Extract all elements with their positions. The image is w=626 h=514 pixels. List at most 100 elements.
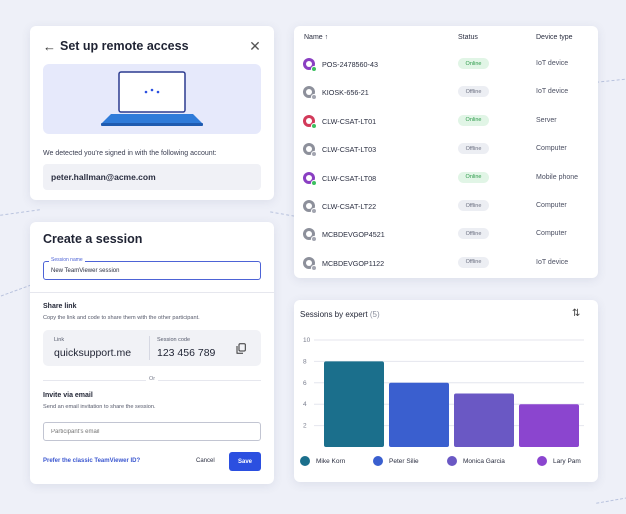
cancel-button[interactable]: Cancel xyxy=(196,458,215,464)
status-badge: Online xyxy=(458,58,489,69)
status-dot-icon xyxy=(311,179,317,186)
participant-email-input[interactable] xyxy=(43,422,261,441)
legend-swatch-icon xyxy=(373,456,383,466)
bar-monica-garcia[interactable] xyxy=(454,393,514,448)
or-separator: Or xyxy=(146,376,159,382)
device-type: Server xyxy=(536,116,557,124)
device-name: KIOSK-656-21 xyxy=(322,88,369,98)
link-value: quicksupport.me xyxy=(54,347,132,359)
y-tick-label: 4 xyxy=(303,401,307,408)
column-header-status[interactable]: Status xyxy=(458,34,478,41)
status-badge: Online xyxy=(458,171,489,183)
status-badge: Offline xyxy=(458,228,489,240)
legend-label: Peter Silie xyxy=(389,457,419,465)
device-type: Mobile phone xyxy=(536,173,579,181)
link-label: Link xyxy=(54,337,65,343)
session-code-label: Session code xyxy=(157,337,191,343)
background-line xyxy=(596,497,626,504)
laptop-icon xyxy=(101,71,203,126)
status-badge: Offline xyxy=(458,143,489,155)
create-session-card: Create a session Session name New TeamVi… xyxy=(30,222,274,484)
share-code-box: Link quicksupport.me Session code 123 45… xyxy=(43,330,261,366)
table-row[interactable]: CLW-CSAT-LT03 Offline Computer xyxy=(294,137,598,165)
device-name: CLW-CSAT-LT22 xyxy=(322,202,377,211)
table-row[interactable]: MCBDEVGOP1122 Offline IoT device xyxy=(294,251,598,279)
share-link-description: Copy the link and code to share them wit… xyxy=(43,315,200,321)
device-table: Name ↑ Status Device type POS-2478560-43… xyxy=(294,26,598,278)
table-row[interactable]: POS-2478560-43 Online IoT device xyxy=(294,52,598,80)
legend-label: Lary Pam xyxy=(553,457,581,465)
share-link-heading: Share link xyxy=(43,303,77,310)
column-header-type[interactable]: Device type xyxy=(536,34,573,41)
device-type: IoT device xyxy=(536,258,569,266)
device-type: IoT device xyxy=(536,88,569,96)
device-name: POS-2478560-43 xyxy=(322,60,378,69)
table-row[interactable]: KIOSK-656-21 Offline IoT device xyxy=(294,80,598,108)
status-dot-icon xyxy=(311,66,317,72)
device-type: IoT device xyxy=(536,60,569,67)
session-title: Create a session xyxy=(43,232,143,246)
bar-mike-korn[interactable] xyxy=(324,361,384,447)
column-header-name[interactable]: Name ↑ xyxy=(304,34,329,41)
legend-swatch-icon xyxy=(537,456,547,466)
status-badge: Offline xyxy=(458,200,489,211)
sessions-chart-card: Sessions by expert (5) ⇅ 2 4 6 8 10 Mike Kor… xyxy=(294,300,598,482)
invite-description: Send an email invitation to share the se… xyxy=(43,404,156,410)
y-tick-label: 8 xyxy=(303,358,307,365)
background-line xyxy=(0,209,40,216)
divider xyxy=(149,336,150,360)
table-row[interactable]: CLW-CSAT-LT01 Online Server xyxy=(294,109,598,137)
remote-access-header: ← Set up remote access ✕ xyxy=(43,35,262,57)
device-name: MCBDEVGOP1122 xyxy=(322,258,385,268)
remote-access-card: ← Set up remote access ✕ We detected you… xyxy=(30,26,274,200)
background-line xyxy=(596,78,626,83)
y-tick-label: 10 xyxy=(303,337,311,344)
session-name-value[interactable]: New TeamViewer session xyxy=(51,268,120,274)
device-name: CLW-CSAT-LT08 xyxy=(322,173,377,183)
arrow-left-icon[interactable]: ← xyxy=(43,38,56,54)
status-dot-icon xyxy=(311,151,317,158)
detected-account-text: We detected you're signed in with the fo… xyxy=(43,150,217,157)
device-name: CLW-CSAT-LT01 xyxy=(322,116,377,126)
classic-id-link[interactable]: Prefer the classic TeamViewer ID? xyxy=(43,458,141,464)
bar-lary-pam[interactable] xyxy=(519,404,579,447)
sort-arrows-icon[interactable]: ⇅ xyxy=(572,308,581,319)
chart-title: Sessions by expert (5) xyxy=(300,310,380,319)
device-type: Computer xyxy=(536,230,567,238)
device-name: CLW-CSAT-LT03 xyxy=(322,145,377,155)
chart-count: (5) xyxy=(369,310,380,319)
table-row[interactable]: MCBDEVGOP4521 Offline Computer xyxy=(294,222,598,250)
legend-item[interactable]: Mike Korn xyxy=(300,456,345,466)
invite-heading: Invite via email xyxy=(43,392,93,399)
status-dot-icon xyxy=(311,264,317,271)
session-name-field[interactable]: Session name New TeamViewer session xyxy=(43,257,261,280)
background-line xyxy=(0,284,32,297)
status-dot-icon xyxy=(311,208,317,214)
status-badge: Offline xyxy=(458,86,489,98)
legend-label: Mike Korn xyxy=(316,457,346,465)
copy-icon[interactable] xyxy=(236,343,246,354)
legend-item[interactable]: Monica Garcia xyxy=(447,456,505,466)
close-icon[interactable]: ✕ xyxy=(249,37,261,54)
save-button[interactable]: Save xyxy=(229,452,261,471)
session-name-label: Session name xyxy=(49,257,85,263)
bar-peter-silie[interactable] xyxy=(389,382,449,447)
status-dot-icon xyxy=(311,94,317,101)
legend-item[interactable]: Peter Silie xyxy=(373,456,419,466)
table-row[interactable]: CLW-CSAT-LT08 Online Mobile phone xyxy=(294,166,598,194)
legend-item[interactable]: Lary Pam xyxy=(537,456,581,466)
status-badge: Online xyxy=(458,114,489,126)
bar-chart: 2 4 6 8 10 xyxy=(303,337,584,448)
status-badge: Offline xyxy=(458,256,489,268)
table-row[interactable]: CLW-CSAT-LT22 Offline Computer xyxy=(294,194,598,222)
device-type: Computer xyxy=(536,145,567,153)
session-code-value: 123 456 789 xyxy=(157,347,216,359)
account-email: peter.hallman@acme.com xyxy=(43,164,261,190)
y-tick-label: 6 xyxy=(303,380,307,387)
divider xyxy=(30,292,274,293)
status-dot-icon xyxy=(311,122,317,129)
y-tick-label: 2 xyxy=(303,423,307,430)
device-type: Computer xyxy=(536,202,567,209)
legend-label: Monica Garcia xyxy=(463,457,505,465)
laptop-illustration xyxy=(43,64,261,134)
